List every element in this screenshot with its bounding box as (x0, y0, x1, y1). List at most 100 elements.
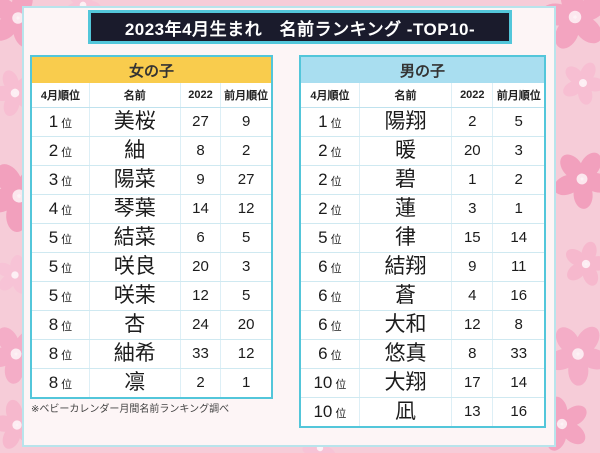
prev-month-rank-cell: 27 (220, 165, 271, 195)
prev-month-rank-cell: 20 (220, 310, 271, 340)
prev-month-rank-cell: 16 (510, 403, 528, 421)
table-row: 3 位陽菜 9 27 (32, 165, 271, 195)
year2022-cell: 2 (180, 368, 222, 397)
prev-month-rank-cell: 3 (492, 136, 544, 166)
year2022-cell: 17 (451, 368, 494, 398)
sakura-icon (556, 235, 600, 293)
prev-month-rank-cell: 5 (492, 107, 544, 137)
year2022-cell: 20 (180, 252, 222, 282)
year2022-cell: 3 (451, 194, 494, 224)
prev-month-rank-cell: 5 (220, 281, 271, 311)
table-row: 5 位咲良 20 3 (32, 252, 271, 282)
year2022-cell: 2 (451, 107, 494, 137)
column-header: 名前 (89, 83, 181, 108)
boys-ranking-table: 男の子 4月順位 名前 2022 前月順位 1 位陽翔 2 5 2 位暖 20 3 2 位碧 1 2 2 位蓮 3… (299, 55, 546, 428)
footnote: ※ベビーカレンダー月間名前ランキング調べ (31, 404, 230, 415)
table-row: 1 位美桜 27 9 (32, 107, 271, 137)
year2022-cell: 8 (180, 136, 222, 166)
name-cell: 大和 (359, 310, 453, 340)
name-cell: 結翔 (359, 252, 453, 282)
girls-header: 女の子 (32, 57, 271, 83)
prev-month-rank-cell: 12 (220, 194, 271, 224)
prev-month-rank-cell: 12 (220, 339, 271, 369)
table-row: 10 位大翔 17 14 (301, 368, 544, 398)
name-cell: 美桜 (89, 107, 181, 137)
column-header: 4月順位 (301, 83, 360, 108)
rank-cell: 10 位 (301, 368, 360, 398)
page-title-text: 2023年4月生まれ 名前ランキング -TOP10- (124, 19, 476, 39)
name-cell: 紬希 (89, 339, 181, 369)
name-cell: 陽菜 (89, 165, 181, 195)
year2022-cell: 9 (180, 165, 222, 195)
column-header: 前月順位 (492, 83, 544, 108)
table-row: 6 位大和 12 8 (301, 310, 544, 340)
girls-ranking-table: 女の子 4月順位 名前 2022 前月順位 1 位美桜 27 9 2 位紬 8 2 3 位陽菜 9 27 4 位… (30, 55, 273, 399)
name-cell: 蓮 (359, 194, 453, 224)
prev-month-rank-cell: 2 (220, 136, 271, 166)
prev-month-rank-cell: 33 (492, 339, 544, 369)
year2022-cell: 6 (180, 223, 222, 253)
year2022-cell: 8 (451, 339, 494, 369)
year2022-cell: 1 (451, 165, 494, 195)
year2022-cell: 14 (180, 194, 222, 224)
prev-month-rank-cell: 14 (492, 223, 544, 253)
name-cell: 琴葉 (89, 194, 181, 224)
prev-month-rank-cell: 16 (492, 281, 544, 311)
year2022-cell: 9 (451, 252, 494, 282)
table-row: 2 位暖 20 3 (301, 136, 544, 166)
year2022-cell: 15 (451, 223, 494, 253)
prev-month-rank-cell: 8 (492, 310, 544, 340)
table-row: 6 位蒼 4 16 (301, 281, 544, 311)
table-row: 5 位律 15 14 (301, 223, 544, 253)
year2022-cell: 4 (451, 281, 494, 311)
name-cell: 紬 (89, 136, 181, 166)
prev-month-rank-cell: 1 (241, 374, 251, 392)
table-row: 10 位凪 13 16 (301, 397, 544, 426)
table-row: 6 位悠真 8 33 (301, 339, 544, 369)
table-row: 8 位紬希 33 12 (32, 339, 271, 369)
year2022-cell: 24 (180, 310, 222, 340)
name-cell: 凪 (359, 397, 453, 426)
year2022-cell: 27 (180, 107, 222, 137)
prev-month-rank-cell: 5 (220, 223, 271, 253)
prev-month-rank-cell: 2 (492, 165, 544, 195)
column-header: 2022 (451, 83, 494, 108)
column-header: 2022 (180, 83, 222, 108)
year2022-cell: 13 (451, 397, 494, 426)
table-row: 8 位杏 24 20 (32, 310, 271, 340)
name-cell: 碧 (359, 165, 453, 195)
name-cell: 律 (359, 223, 453, 253)
column-header: 前月順位 (220, 83, 271, 108)
name-cell: 杏 (89, 310, 181, 340)
name-cell: 結菜 (89, 223, 181, 253)
prev-month-rank-cell: 3 (220, 252, 271, 282)
column-header: 4月順位 (32, 83, 90, 108)
table-row: 4 位琴葉 14 12 (32, 194, 271, 224)
name-cell: 咲茉 (89, 281, 181, 311)
year2022-cell: 33 (180, 339, 222, 369)
table-row: 1 位陽翔 2 5 (301, 107, 544, 137)
prev-month-rank-cell: 14 (492, 368, 544, 398)
column-header-row: 4月順位 名前 2022 前月順位 (32, 83, 271, 108)
prev-month-rank-cell: 9 (220, 107, 271, 137)
